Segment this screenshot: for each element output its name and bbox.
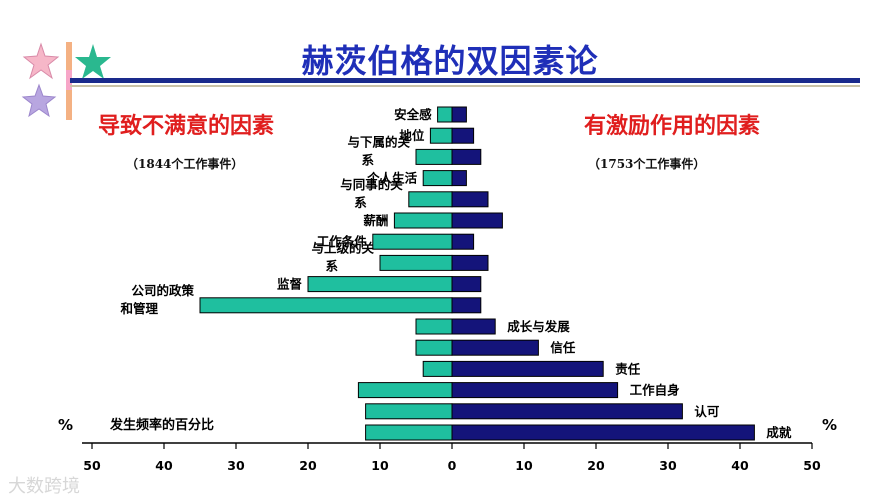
x-tick-label: 50: [803, 458, 821, 473]
category-label: 个人生活: [366, 171, 418, 186]
category-label: 成长与发展: [507, 319, 570, 334]
x-tick-label: 30: [227, 458, 245, 473]
category-label: 薪酬: [363, 213, 388, 228]
x-tick-label: 40: [731, 458, 749, 473]
green-star-icon: [75, 44, 111, 79]
bar-motivation: [451, 403, 683, 420]
bar-dissatisfaction: [365, 424, 453, 441]
bar-dissatisfaction: [415, 148, 453, 165]
bar-motivation: [451, 360, 604, 377]
x-tick-label: 0: [448, 458, 457, 473]
right-event-count: （1753个工作事件）: [588, 157, 706, 171]
bar-motivation: [451, 382, 619, 399]
left-percent-symbol: %: [58, 416, 74, 434]
x-tick-label: 10: [371, 458, 389, 473]
category-label: 监督: [277, 277, 303, 292]
right-heading: 有激励作用的因素: [584, 114, 761, 139]
category-label: 安全感: [394, 107, 432, 122]
bar-motivation: [451, 106, 467, 123]
pink-star-icon: [22, 42, 60, 80]
bar-motivation: [451, 318, 496, 335]
x-tick-label: 50: [83, 458, 101, 473]
corner-decoration: [21, 42, 111, 120]
category-label: 信任: [550, 340, 576, 355]
category-label: 公司的政策和管理: [119, 283, 194, 316]
lavender-star-icon: [21, 83, 57, 118]
bar-motivation: [451, 170, 467, 187]
deco-vertical-bar-accent: [66, 70, 72, 90]
bar-motivation: [451, 212, 503, 229]
x-tick-label: 10: [515, 458, 533, 473]
x-tick-label: 30: [659, 458, 677, 473]
x-axis-title: 发生频率的百分比: [110, 418, 215, 433]
bar-dissatisfaction: [415, 339, 453, 356]
left-heading: 导致不满意的因素: [98, 114, 275, 139]
x-tick-label: 40: [155, 458, 173, 473]
right-percent-symbol: %: [822, 416, 838, 434]
bar-dissatisfaction: [415, 318, 453, 335]
title-underline: [70, 78, 860, 83]
bar-dissatisfaction: [365, 403, 453, 420]
bar-dissatisfaction: [372, 233, 453, 250]
bar-motivation: [451, 424, 755, 441]
category-label: 成就: [766, 425, 792, 440]
bar-dissatisfaction: [307, 276, 453, 293]
bar-dissatisfaction: [437, 106, 453, 123]
x-tick-label: 20: [299, 458, 317, 473]
category-label: 与上级的关系: [311, 240, 374, 273]
bar-motivation: [451, 148, 482, 165]
left-event-count: （1844个工作事件）: [126, 157, 244, 171]
bar-dissatisfaction: [422, 360, 453, 377]
bar-motivation: [451, 339, 539, 356]
bar-dissatisfaction: [357, 382, 453, 399]
bar-dissatisfaction: [393, 212, 453, 229]
category-label: 责任: [615, 361, 641, 376]
bar-dissatisfaction: [199, 297, 453, 314]
category-label: 地位: [399, 128, 425, 143]
watermark: 大数跨境: [8, 476, 80, 497]
title-underline-secondary: [70, 85, 860, 87]
category-label: 工作自身: [630, 383, 681, 398]
bar-dissatisfaction: [422, 170, 453, 187]
page-title: 赫茨伯格的双因素论: [301, 42, 599, 80]
category-label: 与下属的关系: [347, 134, 410, 167]
category-label: 与同事的关系: [340, 177, 403, 210]
bar-dissatisfaction: [379, 254, 453, 271]
bar-motivation: [451, 233, 475, 250]
bar-motivation: [451, 297, 482, 314]
bar-dissatisfaction: [408, 191, 453, 208]
category-label: 工作条件: [317, 234, 368, 249]
bar-motivation: [451, 127, 475, 144]
category-label: 认可: [694, 404, 720, 419]
bar-motivation: [451, 254, 489, 271]
bar-dissatisfaction: [429, 127, 453, 144]
x-tick-label: 20: [587, 458, 605, 473]
bar-motivation: [451, 191, 489, 208]
bar-motivation: [451, 276, 482, 293]
